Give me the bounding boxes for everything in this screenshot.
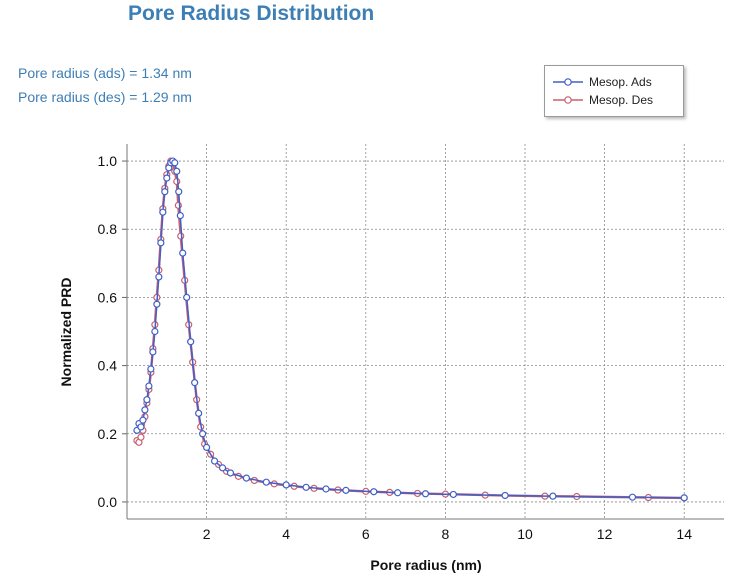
x-axis-label: Pore radius (nm) bbox=[370, 557, 481, 573]
data-point-ads bbox=[176, 211, 184, 220]
data-point-ads bbox=[145, 382, 153, 390]
data-point-ads bbox=[218, 464, 227, 472]
data-point-ads bbox=[322, 485, 330, 493]
data-point-ads bbox=[159, 208, 167, 216]
data-point-ads bbox=[155, 273, 163, 281]
data-point-ads bbox=[147, 365, 155, 373]
legend-item-ads: Mesop. Ads bbox=[553, 74, 652, 90]
chart-title: Pore Radius Distribution bbox=[128, 2, 375, 25]
series-line-ads bbox=[136, 160, 685, 499]
data-point-ads bbox=[161, 188, 169, 196]
legend-swatch-ads bbox=[553, 78, 583, 86]
x-tick-label: 4 bbox=[282, 526, 290, 542]
x-tick-label: 10 bbox=[517, 526, 533, 542]
legend-item-des: Mesop. Des bbox=[553, 92, 653, 108]
data-point-ads bbox=[210, 457, 219, 465]
y-tick-label: 1.0 bbox=[98, 153, 118, 169]
data-point-ads bbox=[421, 490, 430, 498]
data-point-ads bbox=[501, 491, 509, 500]
data-point-ads bbox=[187, 338, 195, 346]
y-tick-label: 0.4 bbox=[98, 358, 118, 374]
data-point-ads bbox=[203, 443, 211, 452]
data-point-ads bbox=[370, 488, 378, 496]
y-axis-label: Normalized PRD bbox=[58, 278, 74, 387]
data-point-ads bbox=[173, 167, 181, 175]
data-point-ads bbox=[226, 469, 235, 477]
data-point-ads bbox=[262, 478, 270, 486]
data-point-ads bbox=[175, 188, 183, 196]
y-tick-label: 0.2 bbox=[98, 426, 118, 442]
y-tick-label: 0.0 bbox=[98, 494, 118, 510]
data-point-ads bbox=[242, 474, 250, 482]
data-point-ads bbox=[137, 423, 145, 431]
data-point-ads bbox=[153, 300, 161, 308]
data-point-ads bbox=[163, 174, 171, 182]
data-point-ads bbox=[394, 489, 402, 497]
data-point-des bbox=[137, 433, 145, 441]
annotation-des: Pore radius (des) = 1.29 nm bbox=[18, 89, 192, 105]
data-point-ads bbox=[195, 409, 203, 417]
series-layer bbox=[133, 157, 688, 502]
data-point-ads bbox=[151, 327, 159, 336]
data-point-ads bbox=[628, 493, 637, 501]
data-point-ads bbox=[680, 494, 688, 502]
data-point-ads bbox=[549, 492, 557, 500]
legend-swatch-des bbox=[553, 96, 583, 104]
x-tick-label: 2 bbox=[203, 526, 211, 542]
data-point-ads bbox=[139, 416, 147, 424]
data-point-ads bbox=[143, 396, 151, 404]
x-tick-label: 8 bbox=[442, 526, 450, 542]
axes: 2 4 6 8 10 12 14 0.0 0.2 0.4 0.6 0.8 1.0 bbox=[98, 144, 724, 542]
y-tick-label: 0.6 bbox=[98, 289, 118, 305]
legend: Mesop. Ads Mesop. Des bbox=[544, 65, 684, 117]
series-line-des bbox=[136, 159, 685, 500]
y-tick-label: 0.8 bbox=[98, 221, 118, 237]
data-point-ads bbox=[141, 406, 149, 414]
legend-label-ads: Mesop. Ads bbox=[589, 75, 652, 89]
legend-label-des: Mesop. Des bbox=[589, 93, 654, 107]
data-point-ads bbox=[199, 430, 207, 438]
data-point-ads bbox=[179, 249, 187, 257]
data-point-ads bbox=[449, 490, 457, 499]
x-tick-label: 12 bbox=[597, 526, 613, 542]
data-point-ads bbox=[302, 483, 310, 491]
data-point-ads bbox=[149, 348, 157, 356]
annotation-ads: Pore radius (ads) = 1.34 nm bbox=[18, 65, 192, 81]
data-point-ads bbox=[157, 239, 165, 247]
grid bbox=[127, 144, 724, 519]
data-point-des bbox=[173, 177, 181, 186]
data-point-ads bbox=[183, 293, 191, 302]
data-point-ads bbox=[171, 159, 179, 167]
data-point-ads bbox=[342, 486, 350, 494]
x-tick-label: 6 bbox=[362, 526, 370, 542]
x-tick-label: 14 bbox=[676, 526, 692, 542]
data-point-ads bbox=[191, 379, 199, 387]
data-point-ads bbox=[282, 481, 290, 489]
